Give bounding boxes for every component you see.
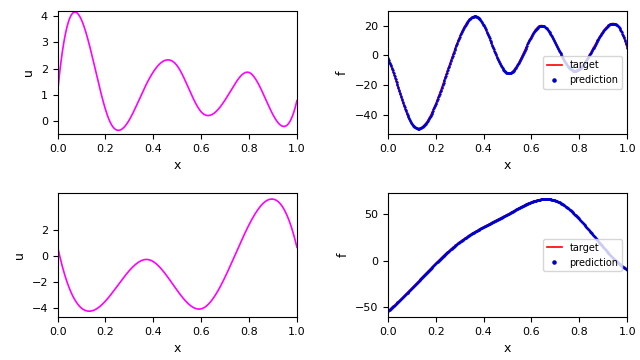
prediction — [623, 267, 631, 272]
Y-axis label: f: f — [336, 253, 349, 257]
target — [384, 309, 392, 313]
target — [581, 60, 589, 64]
Y-axis label: f: f — [336, 70, 349, 75]
Y-axis label: u: u — [22, 68, 35, 76]
target — [471, 14, 479, 19]
prediction — [581, 60, 589, 64]
target — [384, 56, 392, 60]
target — [513, 207, 521, 211]
Line: target: target — [388, 17, 627, 129]
prediction — [618, 264, 626, 268]
target — [498, 216, 506, 220]
prediction — [500, 68, 508, 72]
target — [415, 126, 422, 131]
prediction — [542, 197, 550, 201]
prediction — [384, 56, 392, 60]
target — [580, 223, 588, 227]
X-axis label: x: x — [504, 342, 511, 355]
target — [499, 66, 506, 70]
Line: prediction: prediction — [387, 15, 628, 130]
prediction — [415, 126, 422, 131]
prediction — [619, 31, 627, 36]
X-axis label: x: x — [504, 159, 511, 172]
Legend: target, prediction: target, prediction — [543, 239, 622, 271]
Line: target: target — [388, 199, 627, 311]
X-axis label: x: x — [173, 342, 181, 355]
prediction — [499, 215, 507, 219]
X-axis label: x: x — [173, 159, 181, 172]
target — [515, 62, 522, 66]
prediction — [515, 62, 522, 66]
Line: prediction: prediction — [387, 198, 628, 312]
target — [500, 68, 508, 72]
target — [618, 264, 626, 268]
target — [527, 201, 534, 205]
prediction — [527, 201, 534, 205]
prediction — [499, 66, 506, 70]
target — [623, 267, 631, 272]
prediction — [527, 35, 535, 39]
target — [542, 197, 550, 201]
target — [527, 35, 535, 39]
Y-axis label: u: u — [13, 251, 26, 259]
prediction — [471, 14, 479, 19]
target — [499, 215, 507, 219]
prediction — [580, 223, 588, 227]
target — [623, 46, 631, 50]
prediction — [384, 309, 392, 313]
prediction — [623, 46, 631, 50]
prediction — [513, 207, 521, 211]
Legend: target, prediction: target, prediction — [543, 56, 622, 89]
target — [619, 31, 627, 36]
prediction — [498, 216, 506, 220]
